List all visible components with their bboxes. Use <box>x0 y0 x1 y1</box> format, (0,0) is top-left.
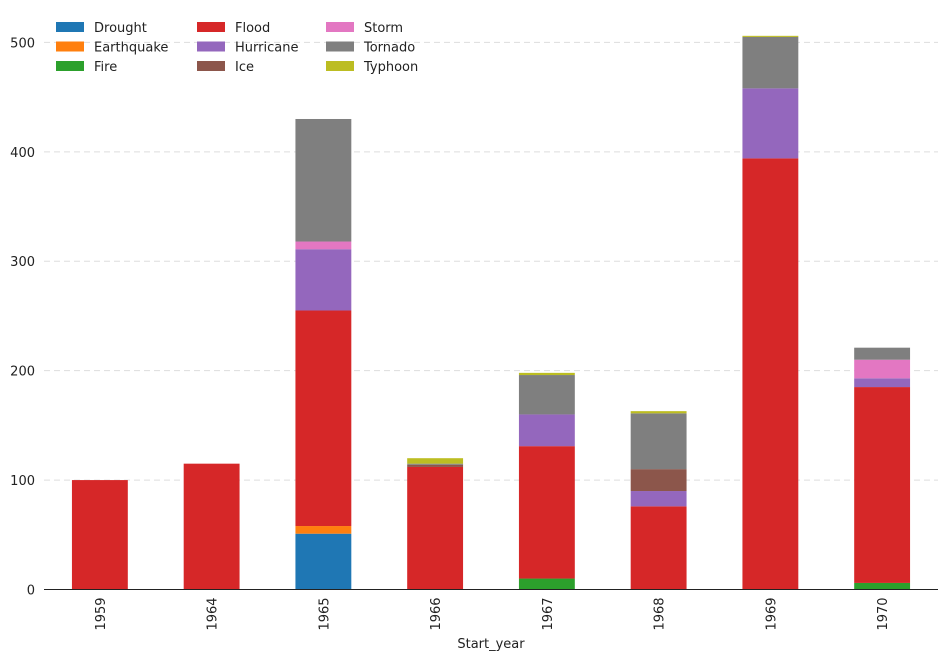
bar-1967-typhoon <box>518 372 575 376</box>
bar-1970-hurricane <box>854 378 911 388</box>
bar-1965-earthquake <box>295 526 352 534</box>
bar-1969-flood <box>742 158 799 590</box>
legend-label-typhoon: Typhoon <box>363 60 418 75</box>
bar-1970-flood <box>854 387 911 583</box>
bar-1967-hurricane <box>518 414 575 447</box>
x-tick-label: 1965 <box>317 597 332 630</box>
y-tick-label: 200 <box>10 365 35 380</box>
bar-1966-typhoon <box>407 458 464 464</box>
bar-1970-storm <box>854 359 911 379</box>
bar-1967-tornado <box>518 375 575 415</box>
legend-swatch-earthquake <box>56 41 84 52</box>
bar-1968-tornado <box>630 413 687 470</box>
legend-label-drought: Drought <box>94 21 147 36</box>
bar-1966-ice <box>407 464 464 467</box>
legend-label-storm: Storm <box>364 21 403 36</box>
y-tick-label: 100 <box>10 474 35 489</box>
bar-1964-flood <box>183 463 240 590</box>
legend-label-fire: Fire <box>94 60 117 75</box>
legend-swatch-flood <box>197 22 225 32</box>
x-tick-label: 1970 <box>876 597 891 630</box>
bar-1969-tornado <box>742 36 799 89</box>
bar-1967-fire <box>518 578 575 590</box>
legend-label-tornado: Tornado <box>363 41 415 56</box>
y-tick-label: 500 <box>10 36 35 51</box>
y-gridlines <box>44 41 938 481</box>
legend-swatch-tornado <box>326 41 354 52</box>
y-tick-label: 400 <box>10 146 35 161</box>
bar-1970-tornado <box>854 347 911 360</box>
bar-1959-flood <box>71 480 128 590</box>
x-tick-label: 1969 <box>764 597 779 630</box>
bars <box>71 35 911 590</box>
bar-1965-flood <box>295 310 352 527</box>
bar-1967-flood <box>518 446 575 579</box>
legend-swatch-drought <box>56 22 84 32</box>
x-tick-label: 1964 <box>206 597 221 630</box>
legend-swatch-hurricane <box>197 41 225 52</box>
legend-swatch-ice <box>197 61 225 71</box>
bar-1965-hurricane <box>295 249 352 311</box>
bar-1965-tornado <box>295 118 352 242</box>
bar-1968-ice <box>630 469 687 492</box>
bar-1968-typhoon <box>630 411 687 414</box>
bar-1965-storm <box>295 241 352 250</box>
legend-label-hurricane: Hurricane <box>235 41 298 56</box>
legend: Drought Earthquake Fire Flood Hurricane Ice St… <box>56 21 418 75</box>
bar-1966-flood <box>407 466 464 590</box>
legend-label-ice: Ice <box>235 60 254 75</box>
x-tick-label: 1966 <box>429 597 444 630</box>
bar-1969-typhoon <box>742 35 799 37</box>
y-tick-labels: 0 100 200 300 400 500 <box>10 36 35 598</box>
bar-1965-drought <box>295 533 352 590</box>
bar-1970-fire <box>854 582 911 590</box>
legend-label-earthquake: Earthquake <box>94 41 168 56</box>
x-tick-labels: 1959 1964 1965 1966 1967 1968 1969 1970 <box>94 597 891 630</box>
bar-1969-hurricane <box>742 88 799 159</box>
y-tick-label: 300 <box>10 255 35 270</box>
bar-1968-hurricane <box>630 491 687 507</box>
y-tick-label: 0 <box>27 584 35 599</box>
legend-swatch-typhoon <box>326 61 354 71</box>
bar-1968-flood <box>630 506 687 590</box>
x-tick-label: 1968 <box>653 597 668 630</box>
legend-swatch-fire <box>56 61 84 71</box>
x-axis-label: Start_year <box>457 637 525 652</box>
bar-1966-tornado <box>407 463 464 465</box>
x-tick-label: 1959 <box>94 597 109 630</box>
x-tick-label: 1967 <box>541 597 556 630</box>
legend-label-flood: Flood <box>235 21 270 36</box>
legend-swatch-storm <box>326 22 354 32</box>
